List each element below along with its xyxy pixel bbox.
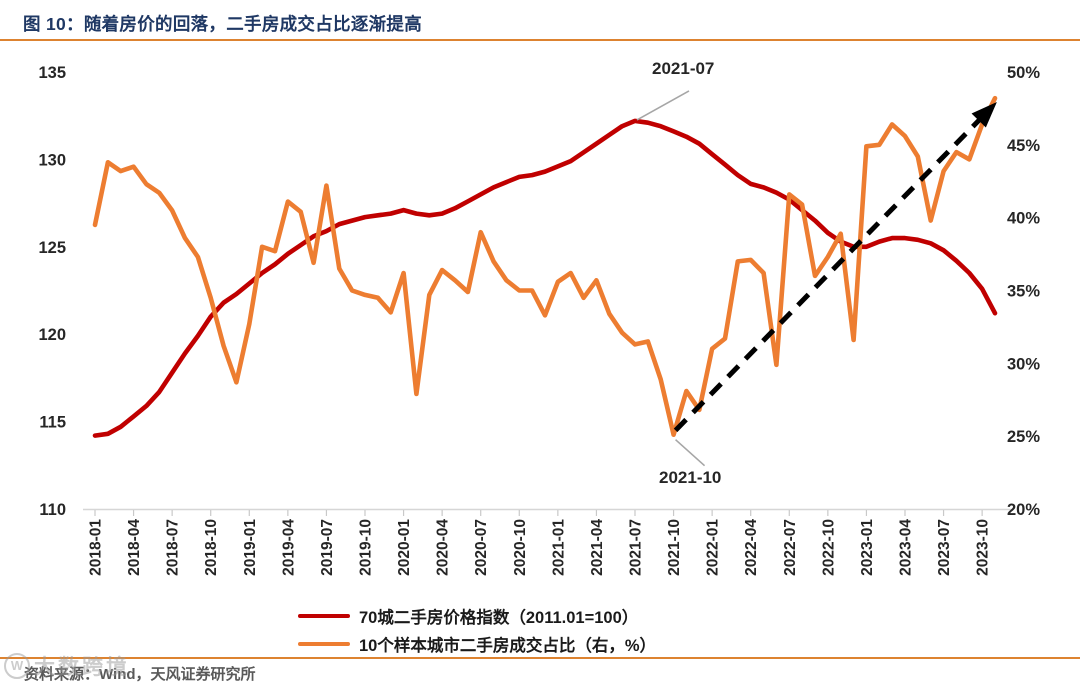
legend-swatch-share: [298, 641, 350, 647]
legend-label-share: 10个样本城市二手房成交占比（右，%）: [359, 637, 657, 655]
svg-text:120: 120: [38, 326, 66, 344]
legend-item-price-index: 70城二手房价格指数（2011.01=100）: [298, 604, 656, 628]
watermark-logo-icon: W: [4, 653, 30, 679]
svg-text:2023-10: 2023-10: [975, 519, 992, 576]
svg-text:2023-01: 2023-01: [859, 519, 876, 576]
svg-text:135: 135: [38, 64, 66, 82]
svg-text:2019-07: 2019-07: [319, 519, 336, 576]
svg-text:2020-07: 2020-07: [473, 519, 490, 576]
annotation-leader-lines: [636, 90, 706, 467]
source-note: 资料来源：Wind，天风证券研究所: [24, 666, 256, 683]
svg-text:2019-10: 2019-10: [357, 519, 374, 576]
svg-text:2020-10: 2020-10: [512, 519, 529, 576]
svg-text:50%: 50%: [1007, 64, 1040, 82]
svg-text:2020-01: 2020-01: [396, 519, 413, 576]
svg-text:2018-07: 2018-07: [165, 519, 182, 576]
figure-title: 图 10：随着房价的回落，二手房成交占比逐渐提高: [23, 14, 423, 34]
svg-text:2019-04: 2019-04: [280, 519, 297, 576]
svg-text:2021-07: 2021-07: [627, 519, 644, 576]
legend-label-price-index: 70城二手房价格指数（2011.01=100）: [359, 609, 639, 627]
svg-text:2021-01: 2021-01: [550, 519, 567, 576]
svg-text:20%: 20%: [1007, 501, 1040, 519]
svg-text:2023-07: 2023-07: [936, 519, 953, 576]
svg-text:130: 130: [38, 151, 66, 169]
svg-text:45%: 45%: [1007, 137, 1040, 155]
svg-text:25%: 25%: [1007, 428, 1040, 446]
svg-text:35%: 35%: [1007, 283, 1040, 301]
legend-item-share: 10个样本城市二手房成交占比（右，%）: [298, 632, 656, 656]
watermark-text: 大数跨境: [34, 656, 130, 679]
svg-text:2022-10: 2022-10: [820, 519, 837, 576]
x-axis: 2018-01 2018-04 2018-07 2018-10 2019-01 2019-…: [83, 508, 1012, 576]
series-share-line: [92, 95, 998, 438]
y-axis-right: 50% 45% 40% 35% 30% 25% 20%: [1007, 64, 1040, 519]
annotation-peak-label: 2021-07: [652, 59, 715, 78]
svg-text:2018-10: 2018-10: [203, 519, 220, 576]
svg-text:115: 115: [39, 414, 66, 432]
svg-text:2021-10: 2021-10: [666, 519, 683, 576]
svg-text:2018-01: 2018-01: [88, 519, 105, 576]
svg-text:2022-04: 2022-04: [743, 519, 760, 576]
title-divider: [0, 39, 1080, 41]
svg-text:2022-01: 2022-01: [705, 519, 722, 576]
series-price-index-line: [92, 118, 998, 438]
chart-legend: 70城二手房价格指数（2011.01=100） 10个样本城市二手房成交占比（右…: [298, 604, 656, 656]
watermark: W 大数跨境: [4, 651, 130, 681]
annotation-trough-label: 2021-10: [659, 468, 722, 487]
svg-text:2023-04: 2023-04: [897, 519, 914, 576]
footer-divider: [0, 657, 1080, 659]
svg-text:2021-04: 2021-04: [589, 519, 606, 576]
svg-text:2020-04: 2020-04: [435, 519, 452, 576]
svg-text:2022-07: 2022-07: [782, 519, 799, 576]
svg-text:40%: 40%: [1007, 210, 1040, 228]
trend-arrow: [673, 101, 997, 433]
legend-swatch-price-index: [298, 613, 350, 619]
svg-text:110: 110: [39, 501, 66, 519]
svg-text:2018-04: 2018-04: [126, 519, 143, 576]
y-axis-left: 135 130 125 120 115 110: [38, 64, 66, 519]
svg-text:125: 125: [38, 239, 66, 257]
svg-text:30%: 30%: [1007, 355, 1040, 373]
svg-text:2019-01: 2019-01: [242, 519, 259, 576]
